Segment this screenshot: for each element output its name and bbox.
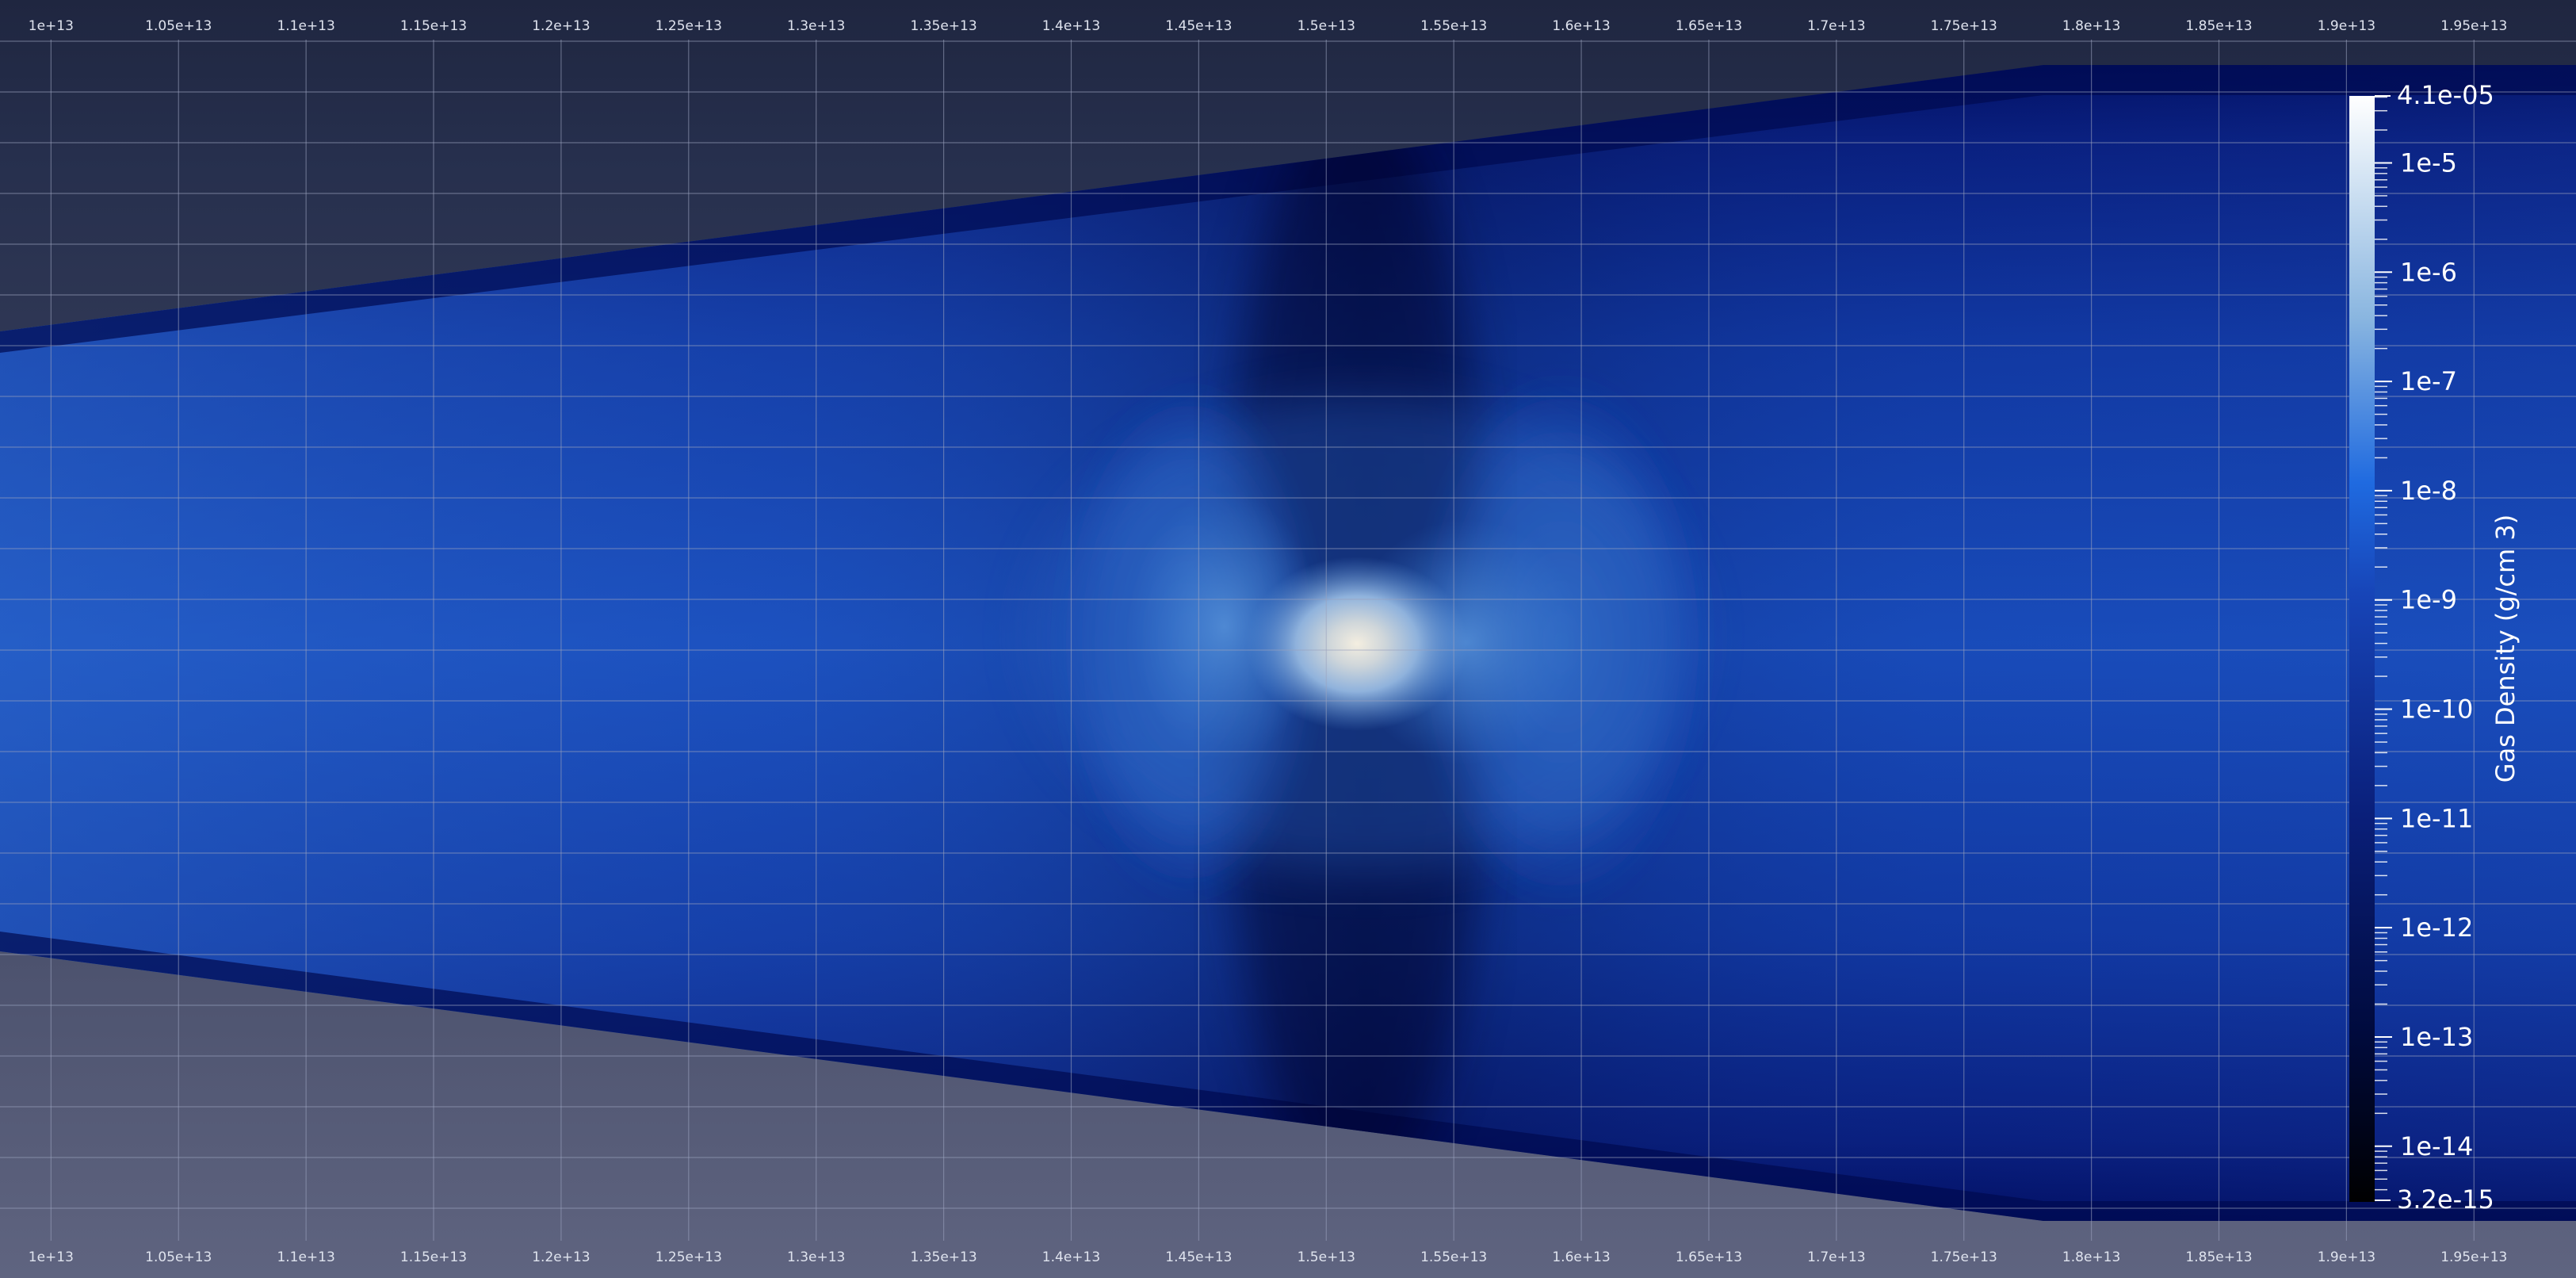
colorbar-tick-label: 1e-11 [2400,803,2473,833]
x-tick-label-bottom: 1.5e+13 [1298,1249,1355,1265]
colorbar-title: Gas Density (g/cm 3) [2490,515,2521,782]
colorbar-gradient [2349,96,2375,1202]
x-tick-label-bottom: 1.35e+13 [911,1249,977,1265]
x-tick-label-top: 1.6e+13 [1552,18,1610,34]
x-tick-label-bottom: 1.3e+13 [787,1249,845,1265]
x-tick-label-bottom: 1.8e+13 [2062,1249,2120,1265]
x-tick-label-bottom: 1.15e+13 [400,1249,467,1265]
x-tick-label-top: 1.35e+13 [911,18,977,34]
x-tick-label-bottom: 1.05e+13 [145,1249,212,1265]
colorbar-tick-label: 1e-8 [2400,476,2457,506]
density-core [1246,557,1468,731]
x-tick-label-bottom: 1.55e+13 [1420,1249,1487,1265]
x-tick-labels-top: 1e+13 1.05e+13 1.1e+13 1.15e+13 1.2e+13 1.25e… [29,18,2508,34]
x-tick-label-bottom: 1.4e+13 [1042,1249,1100,1265]
x-tick-label-top: 1.2e+13 [532,18,590,34]
x-tick-label-top: 1.65e+13 [1676,18,1742,34]
x-tick-label-bottom: 1.45e+13 [1165,1249,1232,1265]
x-tick-label-top: 1.05e+13 [145,18,212,34]
colorbar-tick-label: 1e-14 [2400,1131,2473,1161]
x-tick-label-top: 1.55e+13 [1420,18,1487,34]
x-tick-label-top: 1.8e+13 [2062,18,2120,34]
x-tick-label-top: 1.75e+13 [1931,18,1997,34]
colorbar: 1e-5 1e-6 1e-7 1e-8 1e-9 1e-10 1e-11 1e-12 1e-13… [2349,80,2521,1215]
colorbar-tick-label: 1e-13 [2400,1022,2473,1052]
colorbar-min-label: 3.2e-15 [2397,1184,2494,1215]
colorbar-tick-label: 1e-9 [2400,585,2457,615]
x-tick-label-top: 1.85e+13 [2185,18,2252,34]
x-tick-label-top: 1.4e+13 [1042,18,1100,34]
colorbar-tick-label: 1e-6 [2400,257,2457,287]
x-tick-label-top: 1.3e+13 [787,18,845,34]
colorbar-max-label: 4.1e-05 [2397,80,2494,110]
colorbar-tick-label: 1e-10 [2400,694,2473,725]
x-tick-label-top: 1e+13 [29,18,74,34]
x-tick-label-top: 1.45e+13 [1165,18,1232,34]
grid-lines [0,40,2576,1241]
x-tick-label-top: 1.7e+13 [1807,18,1865,34]
x-tick-label-top: 1.1e+13 [277,18,334,34]
x-tick-labels-bottom: 1e+13 1.05e+13 1.1e+13 1.15e+13 1.2e+13 1.25e… [29,1249,2508,1265]
colorbar-tick-label: 1e-7 [2400,366,2457,396]
x-tick-label-bottom: 1.6e+13 [1552,1249,1610,1265]
x-tick-label-bottom: 1e+13 [29,1249,74,1265]
x-tick-label-top: 1.15e+13 [400,18,467,34]
x-tick-label-bottom: 1.85e+13 [2185,1249,2252,1265]
x-tick-label-bottom: 1.25e+13 [655,1249,722,1265]
x-tick-label-top: 1.9e+13 [2318,18,2375,34]
colorbar-tick-label: 1e-12 [2400,913,2473,943]
x-tick-label-top: 1.25e+13 [655,18,722,34]
x-tick-label-bottom: 1.75e+13 [1931,1249,1997,1265]
x-tick-label-bottom: 1.2e+13 [532,1249,590,1265]
x-tick-label-bottom: 1.1e+13 [277,1249,334,1265]
x-tick-label-bottom: 1.9e+13 [2318,1249,2375,1265]
x-tick-label-top: 1.95e+13 [2440,18,2507,34]
colorbar-major-ticks: 1e-5 1e-6 1e-7 1e-8 1e-9 1e-10 1e-11 1e-12 1e-13… [2375,147,2473,1161]
x-tick-label-top: 1.5e+13 [1298,18,1355,34]
x-tick-label-bottom: 1.7e+13 [1807,1249,1865,1265]
colorbar-minor-ticks [2375,96,2387,1191]
colorbar-tick-label: 1e-5 [2400,147,2457,178]
x-tick-label-bottom: 1.95e+13 [2440,1249,2507,1265]
x-tick-label-bottom: 1.65e+13 [1676,1249,1742,1265]
